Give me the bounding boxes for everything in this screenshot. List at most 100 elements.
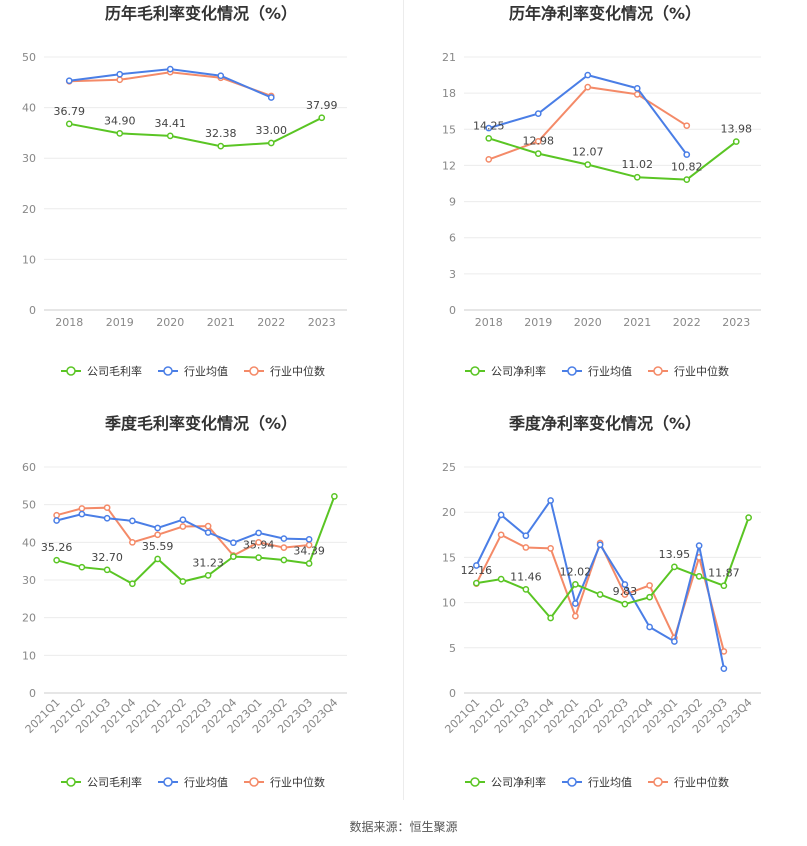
y-tick-label: 60 [22,461,36,474]
data-label: 33.00 [256,124,288,137]
data-point [204,522,212,530]
legend-item[interactable]: 行业中位数 [244,364,325,378]
data-point [485,124,493,132]
data-label: 11.02 [622,158,654,171]
data-point [217,142,225,150]
data-point [646,593,653,601]
legend-item[interactable]: 公司毛利率 [61,364,142,378]
legend-item[interactable]: 行业中位数 [648,364,729,378]
data-point [633,90,641,98]
annual-net-margin-svg: 历年净利率变化情况（%） 0 3 6 9 12 15 18 21 2018 2019 2020 2021… [442,4,761,378]
chart-title: 历年毛利率变化情况（%） [105,4,297,23]
legend-marker-icon [653,777,663,787]
data-label: 11.46 [510,570,542,583]
data-point [129,538,136,546]
legend-label: 公司净利率 [491,775,546,789]
data-point [671,563,678,571]
quarterly-net-margin-svg: 季度净利率变化情况（%）05101520252021Q12021Q22021Q3… [442,414,761,789]
x-tick-label: 2019 [106,316,134,329]
data-point [584,161,592,168]
data-label: 32.38 [205,127,237,140]
x-tick-label: 2018 [475,316,503,329]
y-tick-label: 20 [22,203,36,216]
data-point [720,582,728,590]
data-point [103,514,111,522]
data-point [572,600,579,607]
legend-item[interactable]: 公司净利率 [465,775,546,789]
legend-marker-icon [567,777,577,787]
legend-label: 行业均值 [588,776,632,789]
legend-item[interactable]: 行业均值 [158,365,228,378]
legend-label: 公司净利率 [491,364,546,378]
quarterly-gross-margin-chart: 季度毛利率变化情况（%） 0 10 20 30 40 50 60 2021Q1 2021Q2 202… [0,410,403,820]
data-point [154,524,161,532]
y-tick-label: 50 [22,51,36,64]
data-point [683,151,691,158]
data-label: 36.79 [54,105,86,118]
series-line [69,116,323,148]
legend-item[interactable]: 公司净利率 [465,364,546,378]
data-point [572,580,579,588]
data-point [633,173,641,181]
y-tick-label: 6 [449,232,456,245]
y-tick-label: 10 [22,253,36,266]
data-label: 13.98 [721,123,753,136]
y-tick-label: 21 [442,51,456,64]
data-point [255,554,262,561]
data-point [547,545,554,552]
legend-label: 行业中位数 [674,364,729,378]
y-tick-label: 0 [29,687,36,700]
data-point [217,72,225,80]
data-point [485,134,493,142]
x-tick-label: 2023 [308,316,336,329]
data-label: 12.98 [523,135,555,148]
data-source-footer: 数据来源：恒生聚源 [349,820,458,834]
data-point [497,575,505,583]
y-tick-label: 3 [449,268,456,281]
data-label: 34.39 [293,544,325,557]
y-tick-label: 15 [442,551,456,564]
data-point [267,139,275,147]
data-point [683,176,691,183]
y-tick-label: 5 [449,642,456,655]
data-label: 11.87 [708,567,740,580]
data-point [621,581,629,588]
data-point [78,505,86,512]
data-point [53,556,60,564]
legend-item[interactable]: 行业均值 [562,365,632,378]
data-point [179,578,187,585]
series-line [488,137,737,181]
data-label: 12.07 [572,146,604,159]
x-tick-label: 2022 [673,316,701,329]
y-tick-label: 50 [22,499,36,512]
y-tick-label: 0 [449,687,456,700]
data-point [116,130,124,137]
data-point [255,538,262,546]
y-tick-label: 0 [449,304,456,317]
data-point [230,539,237,547]
legend-item[interactable]: 行业中位数 [648,775,729,789]
legend-marker-icon [66,366,76,376]
legend-item[interactable]: 行业均值 [562,776,632,789]
data-point [78,563,86,571]
data-point [534,137,542,145]
data-point [154,555,161,563]
data-point [255,529,262,537]
data-point [267,94,275,101]
legend-item[interactable]: 行业均值 [158,776,228,789]
data-point [485,156,493,163]
legend-label: 行业均值 [184,776,228,789]
data-point [305,535,313,543]
x-tick-label: 2020 [156,316,184,329]
data-point [280,556,288,564]
data-label: 10.82 [671,161,703,174]
data-point [695,542,703,549]
data-point [103,504,111,512]
data-point [534,110,542,117]
data-point [65,120,73,128]
data-point [78,510,86,518]
data-label: 9.83 [613,585,638,598]
legend-label: 行业均值 [588,365,632,378]
legend-item[interactable]: 行业中位数 [244,775,325,789]
legend-item[interactable]: 公司毛利率 [61,775,142,789]
